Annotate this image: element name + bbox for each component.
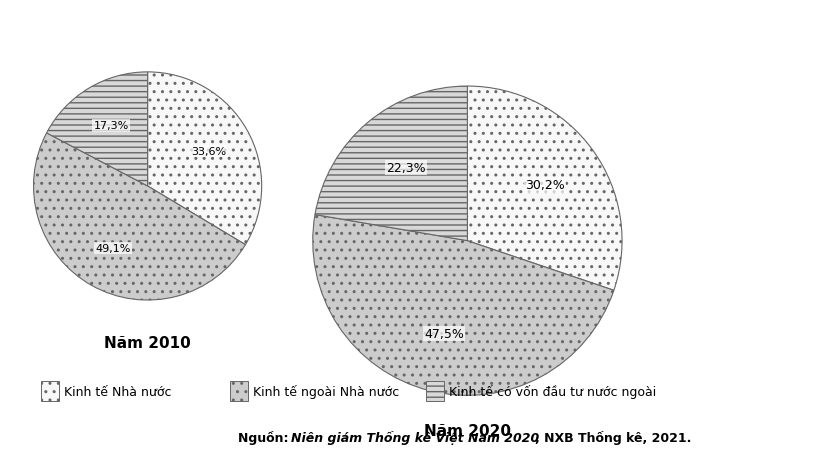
Text: Năm 2020: Năm 2020 bbox=[423, 423, 510, 438]
Text: 33,6%: 33,6% bbox=[192, 147, 226, 157]
Text: Niên giám Thống kê Việt Nam 2020: Niên giám Thống kê Việt Nam 2020 bbox=[291, 430, 539, 444]
Wedge shape bbox=[467, 87, 622, 291]
Text: Kinh tế Nhà nước: Kinh tế Nhà nước bbox=[64, 385, 171, 398]
Wedge shape bbox=[34, 134, 245, 300]
Text: , NXB Thống kê, 2021.: , NXB Thống kê, 2021. bbox=[534, 430, 690, 444]
Wedge shape bbox=[47, 73, 147, 187]
Text: Nguồn:: Nguồn: bbox=[238, 430, 292, 444]
Text: Năm 2010: Năm 2010 bbox=[104, 336, 191, 351]
Text: 30,2%: 30,2% bbox=[525, 179, 564, 192]
Wedge shape bbox=[147, 73, 261, 245]
Text: 49,1%: 49,1% bbox=[95, 243, 130, 253]
Text: 17,3%: 17,3% bbox=[93, 121, 129, 131]
Wedge shape bbox=[314, 87, 467, 241]
Wedge shape bbox=[312, 215, 613, 395]
Text: Kinh tế ngoài Nhà nước: Kinh tế ngoài Nhà nước bbox=[252, 384, 398, 398]
Text: Kinh tế có vốn đầu tư nước ngoài: Kinh tế có vốn đầu tư nước ngoài bbox=[449, 384, 656, 398]
Text: 47,5%: 47,5% bbox=[423, 328, 464, 340]
Text: 22,3%: 22,3% bbox=[385, 162, 425, 175]
